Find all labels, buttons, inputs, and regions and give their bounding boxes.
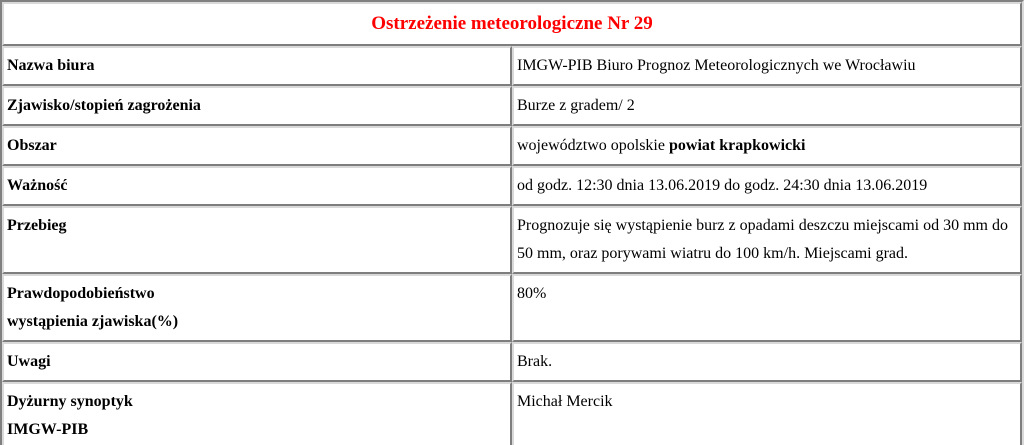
warning-table-row: Uwagi Brak. [2,342,1022,382]
value-text: Burze z gradem/ 2 [517,97,635,114]
page-title: Ostrzeżenie meteorologiczne Nr 29 [2,2,1022,46]
row-value: IMGW-PIB Biuro Prognoz Meteorologicznych… [512,46,1022,86]
row-value: od godz. 12:30 dnia 13.06.2019 do godz. … [512,166,1022,206]
row-label: Obszar [2,126,512,166]
warning-table-row: Zjawisko/stopień zagrożenia Burze z grad… [2,86,1022,126]
row-value: Brak. [512,342,1022,382]
warning-table-row: Dyżurny synoptyk IMGW-PIB Michał Mercik [2,382,1022,445]
value-text: województwo opolskie [517,137,669,154]
row-value: Michał Mercik [512,382,1022,445]
value-text: 80% [517,285,547,302]
warning-table-row: Prawdopodobieństwo wystąpienia zjawiska(… [2,274,1022,342]
row-value: 80% [512,274,1022,342]
warning-table-row: Obszar województwo opolskie powiat krapk… [2,126,1022,166]
warning-table-row: Nazwa biura IMGW-PIB Biuro Prognoz Meteo… [2,46,1022,86]
warning-table-row: Ważność od godz. 12:30 dnia 13.06.2019 d… [2,166,1022,206]
row-label: Prawdopodobieństwo wystąpienia zjawiska(… [2,274,512,342]
row-label: Zjawisko/stopień zagrożenia [2,86,512,126]
row-label: Przebieg [2,206,512,274]
value-text: Michał Mercik [517,393,613,410]
value-text-bold: powiat krapkowicki [668,137,806,154]
title-row: Ostrzeżenie meteorologiczne Nr 29 [2,2,1022,46]
value-text: Brak. [517,353,553,370]
row-label: Ważność [2,166,512,206]
warning-table-row: Przebieg Prognozuje się wystąpienie burz… [2,206,1022,274]
value-text: Prognozuje się wystąpienie burz z opadam… [517,217,1008,262]
row-value: województwo opolskie powiat krapkowicki [512,126,1022,166]
row-value: Burze z gradem/ 2 [512,86,1022,126]
value-text: IMGW-PIB Biuro Prognoz Meteorologicznych… [517,57,916,74]
row-label: Uwagi [2,342,512,382]
value-text: od godz. 12:30 dnia 13.06.2019 do godz. … [517,177,928,194]
row-label: Dyżurny synoptyk IMGW-PIB [2,382,512,445]
row-value: Prognozuje się wystąpienie burz z opadam… [512,206,1022,274]
row-label: Nazwa biura [2,46,512,86]
